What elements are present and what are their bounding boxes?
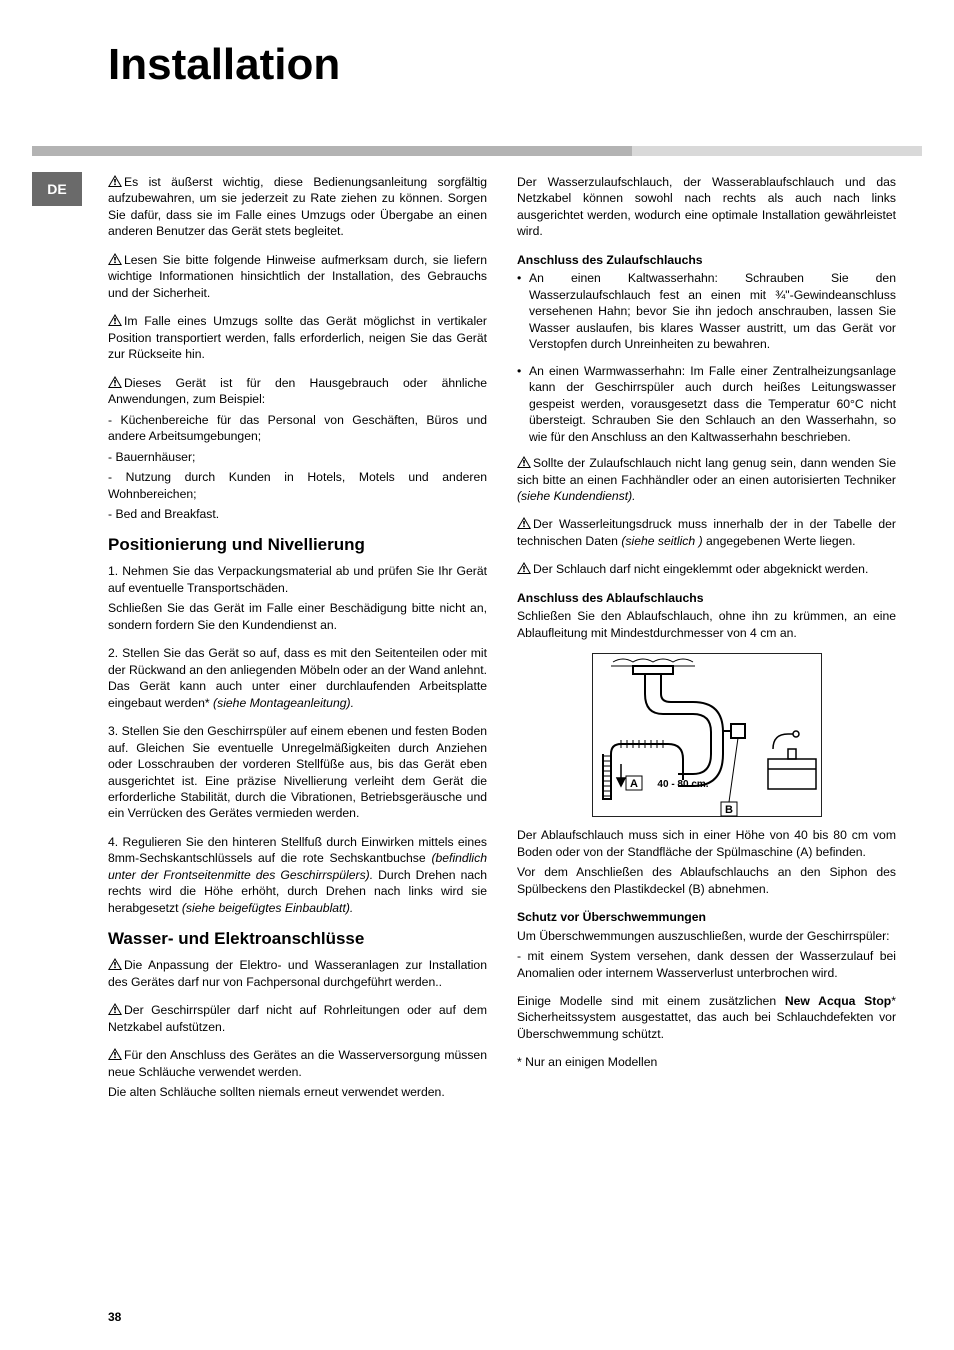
body-text: 1. Nehmen Sie das Verpackungsmaterial ab…	[108, 563, 487, 596]
subsection-heading: Anschluss des Ablaufschlauchs	[517, 590, 896, 606]
warning-icon	[108, 253, 122, 265]
content-area: Es ist äußerst wichtig, diese Bedienungs…	[108, 174, 896, 1113]
footnote-text: Nur an einigen Modellen	[522, 1055, 658, 1069]
list-item: - Nutzung durch Kunden in Hotels, Motels…	[108, 469, 487, 502]
warning-paragraph: Für den Anschluss des Gerätes an die Was…	[108, 1047, 487, 1080]
footnote: * Nur an einigen Modellen	[517, 1054, 896, 1070]
body-text: Die alten Schläuche sollten niemals erne…	[108, 1084, 487, 1100]
warning-icon	[108, 175, 122, 187]
body-text: Lesen Sie bitte folgende Hinweise aufmer…	[108, 253, 487, 300]
header-divider	[32, 146, 922, 156]
body-text: Schließen Sie das Gerät im Falle einer B…	[108, 600, 487, 633]
warning-paragraph: Es ist äußerst wichtig, diese Bedienungs…	[108, 174, 487, 240]
italic-text: (siehe seitlich )	[621, 534, 702, 548]
body-text: Der Ablaufschlauch muss sich in einer Hö…	[517, 827, 896, 860]
italic-text: (siehe Montageanleitung).	[210, 696, 354, 710]
body-text: Der Wasserzulaufschlauch, der Wasserabla…	[517, 174, 896, 240]
section-heading: Wasser- und Elektroanschlüsse	[108, 928, 487, 951]
body-text: Einige Modelle sind mit einem zusätzlich…	[517, 993, 896, 1042]
body-text: 3. Stellen Sie den Geschirrspüler auf ei…	[108, 723, 487, 822]
body-text: Sollte der Zulaufschlauch nicht lang gen…	[517, 456, 896, 486]
drain-hose-diagram: A 40 - 80 cm. B	[592, 653, 822, 817]
diagram-label-b: B	[725, 804, 733, 816]
body-text: Sicherheitssystem ausgestattet, das auch…	[517, 1010, 896, 1040]
list-item: An einen Kaltwasserhahn: Schrauben Sie d…	[517, 270, 896, 352]
left-column: Es ist äußerst wichtig, diese Bedienungs…	[108, 174, 487, 1113]
warning-paragraph: Die Anpassung der Elektro- und Wasseranl…	[108, 957, 487, 990]
diagram-label-a: A	[630, 778, 638, 790]
body-text: Der Schlauch darf nicht eingeklemmt oder…	[533, 562, 868, 576]
subsection-heading: Schutz vor Überschwemmungen	[517, 909, 896, 925]
bullet-list: An einen Kaltwasserhahn: Schrauben Sie d…	[517, 270, 896, 445]
warning-paragraph: Der Wasserleitungsdruck muss innerhalb d…	[517, 516, 896, 549]
warning-icon	[108, 1048, 122, 1060]
body-text: 2. Stellen Sie das Gerät so auf, dass es…	[108, 645, 487, 711]
body-text: - mit einem System versehen, dank dessen…	[517, 948, 896, 981]
italic-text: (siehe beigefügtes Einbaublatt).	[182, 901, 353, 915]
body-text: 4. Regulieren Sie den hinteren Stellfuß …	[108, 834, 487, 916]
body-text: Dieses Gerät ist für den Hausgebrauch od…	[108, 376, 487, 406]
body-text: Im Falle eines Umzugs sollte das Gerät m…	[108, 314, 487, 361]
bold-text: New Acqua Stop	[785, 994, 891, 1008]
warning-paragraph: Der Schlauch darf nicht eingeklemmt oder…	[517, 561, 896, 577]
warning-icon	[517, 517, 531, 529]
warning-icon	[108, 958, 122, 970]
diagram-range-label: 40 - 80 cm.	[657, 779, 708, 790]
warning-icon	[517, 456, 531, 468]
body-text: Schließen Sie den Ablaufschlauch, ohne i…	[517, 608, 896, 641]
warning-icon	[108, 376, 122, 388]
list-item: An einen Warmwasserhahn: Im Falle einer …	[517, 363, 896, 445]
list-item: - Bed and Breakfast.	[108, 506, 487, 522]
body-text: Vor dem Anschließen des Ablaufschlauchs …	[517, 864, 896, 897]
warning-icon	[108, 1003, 122, 1015]
body-text: Es ist äußerst wichtig, diese Bedienungs…	[108, 175, 487, 238]
warning-paragraph: Dieses Gerät ist für den Hausgebrauch od…	[108, 375, 487, 408]
warning-paragraph: Lesen Sie bitte folgende Hinweise aufmer…	[108, 252, 487, 301]
subsection-heading: Anschluss des Zulaufschlauchs	[517, 252, 896, 268]
body-text: Einige Modelle sind mit einem zusätzlich…	[517, 994, 785, 1008]
warning-icon	[108, 314, 122, 326]
list-item: - Küchenbereiche für das Personal von Ge…	[108, 412, 487, 445]
body-text: Der Geschirrspüler darf nicht auf Rohrle…	[108, 1003, 487, 1033]
page-number: 38	[108, 1310, 121, 1324]
warning-paragraph: Sollte der Zulaufschlauch nicht lang gen…	[517, 455, 896, 504]
body-text: angegebenen Werte liegen.	[703, 534, 856, 548]
language-tab: DE	[32, 172, 82, 206]
body-text: Für den Anschluss des Gerätes an die Was…	[108, 1048, 487, 1078]
warning-icon	[517, 562, 531, 574]
warning-paragraph: Im Falle eines Umzugs sollte das Gerät m…	[108, 313, 487, 362]
right-column: Der Wasserzulaufschlauch, der Wasserabla…	[517, 174, 896, 1113]
body-text: Die Anpassung der Elektro- und Wasseranl…	[108, 958, 487, 988]
body-text: Um Überschwemmungen auszuschließen, wurd…	[517, 928, 896, 944]
italic-text: (siehe Kundendienst).	[517, 489, 636, 503]
page-title: Installation	[108, 40, 340, 90]
section-heading: Positionierung und Nivellierung	[108, 534, 487, 557]
list-item: - Bauernhäuser;	[108, 449, 487, 465]
warning-paragraph: Der Geschirrspüler darf nicht auf Rohrle…	[108, 1002, 487, 1035]
